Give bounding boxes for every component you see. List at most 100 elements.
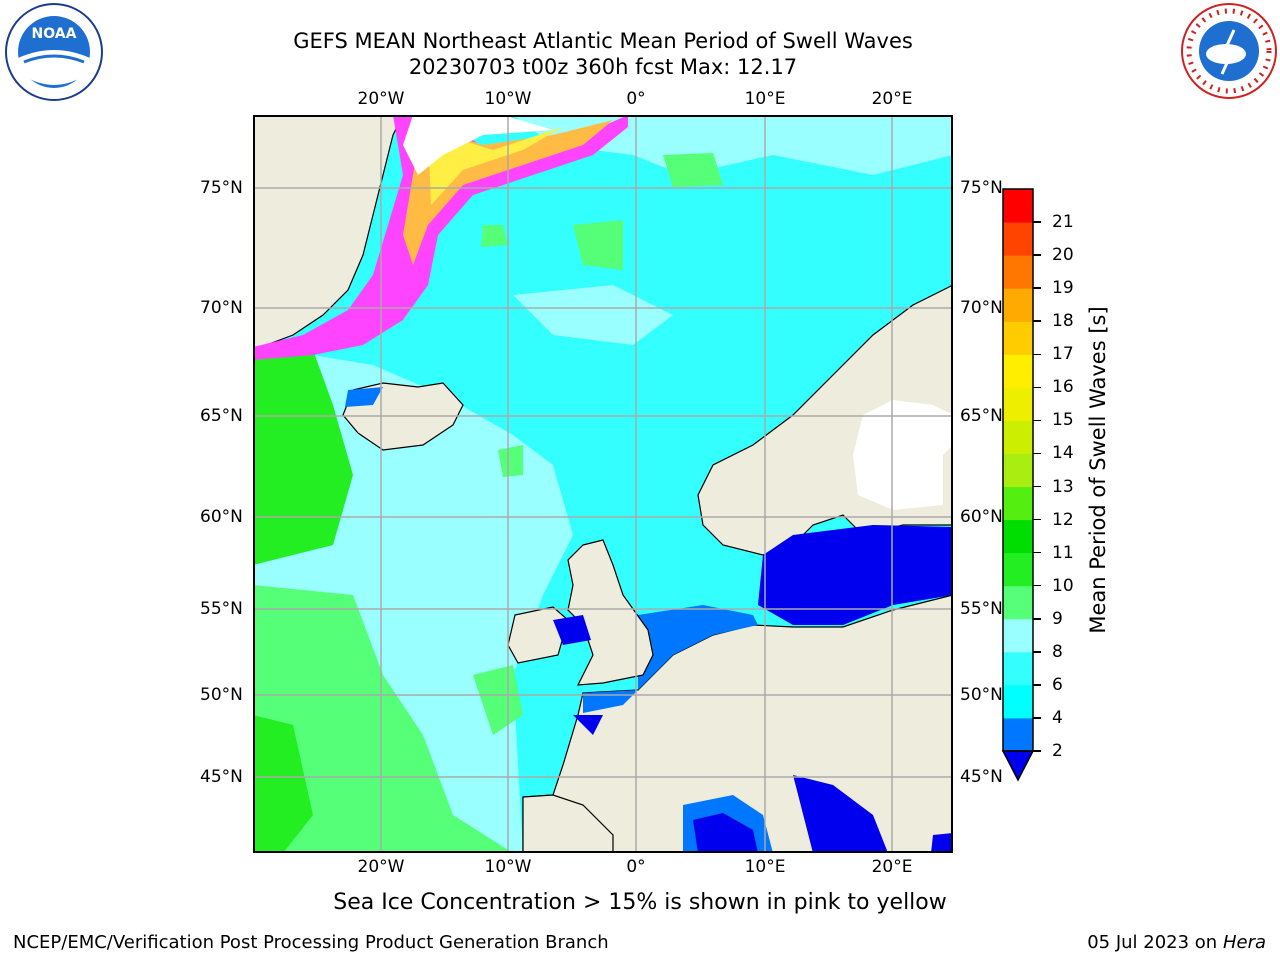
- swell-under-2s-irish-sea: [553, 615, 591, 645]
- colorbar-tick-mark: [1033, 717, 1041, 719]
- colorbar-tick-label: 4: [1052, 707, 1063, 728]
- swell-10-11s-greenland: [253, 350, 353, 565]
- colorbar-segment: [1003, 585, 1033, 620]
- colorbar-tick-label: 11: [1052, 542, 1074, 563]
- lat-label-left-50n: 50°N: [200, 685, 243, 705]
- colorbar-graphic: [1001, 188, 1035, 782]
- colorbar: [1000, 188, 1044, 792]
- colorbar-tick-mark: [1033, 221, 1041, 223]
- swell-under-2s-mediterranean-west: [693, 813, 758, 853]
- lat-label-left-75n: 75°N: [200, 178, 243, 198]
- nws-logo: [1180, 2, 1278, 100]
- colorbar-tick-mark: [1033, 584, 1041, 587]
- colorbar-segment: [1003, 387, 1033, 421]
- colorbar-segment: [1003, 717, 1033, 752]
- colorbar-segment: [1003, 354, 1033, 388]
- lon-label-top-0: 0°: [626, 89, 646, 109]
- colorbar-tick-label: 16: [1052, 377, 1074, 398]
- lon-label-bottom-10w: 10°W: [484, 857, 532, 877]
- great-britain-land: [567, 539, 654, 686]
- baltic-ice-free-no-data: [853, 400, 953, 510]
- colorbar-tick-mark: [1033, 452, 1041, 455]
- colorbar-tick-mark: [1033, 320, 1041, 322]
- colorbar-tick-mark: [1033, 518, 1041, 521]
- swell-9-10s-southwest: [253, 585, 513, 853]
- colorbar-tick-label: 12: [1052, 509, 1074, 530]
- colorbar-tick-label: 13: [1052, 476, 1074, 497]
- colorbar-tick-mark: [1033, 551, 1041, 554]
- colorbar-segment: [1003, 288, 1033, 322]
- colorbar-tick-mark: [1033, 386, 1041, 389]
- lon-label-top-10w: 10°W: [484, 89, 532, 109]
- colorbar-tick-label: 8: [1052, 641, 1063, 662]
- sea-ice-white-no-data: [403, 115, 553, 175]
- lat-label-left-65n: 65°N: [200, 406, 243, 426]
- nws-logo-graphic: [1181, 3, 1277, 99]
- colorbar-tick-label: 18: [1052, 311, 1074, 332]
- sea-ice-yellow: [428, 127, 563, 205]
- lat-label-left-70n: 70°N: [200, 298, 243, 318]
- lon-label-bottom-20w: 20°W: [357, 857, 405, 877]
- swell-under-2s-baltic: [758, 525, 953, 625]
- colorbar-tick-label: 14: [1052, 443, 1074, 464]
- lat-label-left-55n: 55°N: [200, 599, 243, 619]
- lon-label-bottom-0: 0°: [626, 857, 646, 877]
- swell-8-9s-central: [513, 285, 673, 345]
- footer-host: Hera: [1222, 932, 1266, 953]
- colorbar-label: Mean Period of Swell Waves [s]: [1086, 306, 1110, 634]
- colorbar-outline: [1002, 188, 1034, 752]
- colorbar-tick-mark: [1033, 254, 1041, 256]
- lon-label-top-20e: 20°E: [871, 89, 913, 109]
- colorbar-tick-label: 21: [1052, 212, 1074, 233]
- lat-label-right-75n: 75°N: [960, 178, 1003, 198]
- colorbar-tick-label: 2: [1052, 741, 1063, 761]
- swell-9-10s-patch-a: [473, 665, 523, 735]
- colorbar-tick-label: 9: [1052, 608, 1063, 629]
- colorbar-segment: [1003, 486, 1033, 521]
- lat-label-right-60n: 60°N: [960, 507, 1003, 527]
- swell-under-2s-aegean: [931, 833, 953, 853]
- colorbar-segment: [1003, 420, 1033, 454]
- colorbar-tick-mark: [1033, 485, 1041, 488]
- colorbar-tick-label: 20: [1052, 245, 1074, 266]
- noaa-logo-graphic: NOAA: [5, 3, 103, 101]
- swell-9-10s-patch-c: [573, 220, 623, 270]
- colorbar-segment: [1003, 255, 1033, 289]
- colorbar-tick-mark: [1033, 419, 1041, 422]
- lat-label-left-45n: 45°N: [200, 767, 243, 787]
- lat-label-left-60n: 60°N: [200, 507, 243, 527]
- lat-label-right-70n: 70°N: [960, 298, 1003, 318]
- colorbar-tick-mark: [1033, 287, 1041, 289]
- colorbar-tick-mark: [1033, 651, 1041, 653]
- colorbar-tick-mark: [1033, 618, 1041, 620]
- colorbar-tick-label: 10: [1052, 575, 1074, 596]
- swell-9-10s-patch-d: [481, 225, 508, 247]
- swell-2-4s-iceland: [345, 387, 383, 407]
- colorbar-segment: [1003, 618, 1033, 653]
- swell-9-10s-patch-e: [498, 445, 523, 477]
- lon-label-top-10e: 10°E: [744, 89, 786, 109]
- lat-label-right-45n: 45°N: [960, 767, 1003, 787]
- noaa-logo: NOAA: [4, 2, 104, 102]
- footer-date: 05 Jul 2023 on: [1087, 932, 1223, 953]
- swell-under-2s-biscay: [573, 715, 603, 735]
- colorbar-segment: [1003, 321, 1033, 355]
- chart-title-line1: GEFS MEAN Northeast Atlantic Mean Period…: [293, 29, 913, 53]
- colorbar-tick-label: 6: [1052, 674, 1063, 695]
- colorbar-segment: [1003, 222, 1033, 256]
- sea-ice-note: Sea Ice Concentration > 15% is shown in …: [333, 890, 947, 915]
- noaa-logo-text: NOAA: [32, 26, 77, 42]
- chart-title-line2: 20230703 t00z 360h fcst Max: 12.17: [408, 55, 798, 79]
- colorbar-tick-label: 19: [1052, 278, 1074, 299]
- colorbar-tick-mark: [1033, 750, 1041, 752]
- colorbar-extend-arrow: [1001, 750, 1035, 782]
- footer-right: 05 Jul 2023 on Hera: [1087, 932, 1266, 953]
- colorbar-segment: [1003, 519, 1033, 554]
- colorbar-tick-mark: [1033, 684, 1041, 686]
- lat-label-right-55n: 55°N: [960, 599, 1003, 619]
- colorbar-segment: [1003, 684, 1033, 719]
- colorbar-segment: [1003, 552, 1033, 587]
- footer-left: NCEP/EMC/Verification Post Processing Pr…: [13, 932, 609, 953]
- lon-label-bottom-20e: 20°E: [871, 857, 913, 877]
- swell-10-11s-southwest: [253, 715, 313, 853]
